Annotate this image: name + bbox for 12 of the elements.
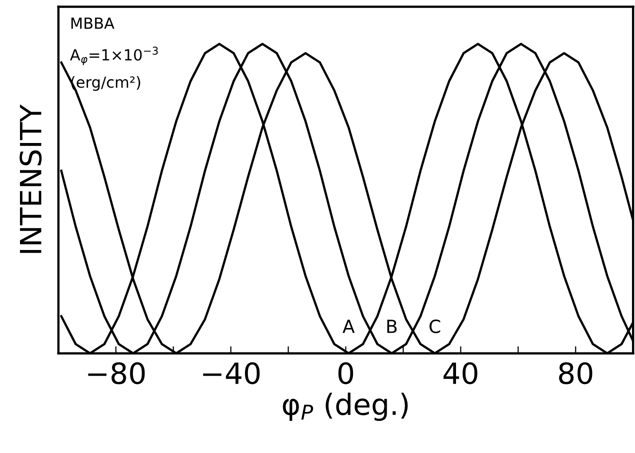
x-axis-title: φ$_{P}$ (deg.) [282, 392, 408, 421]
annotation: B [387, 320, 397, 333]
x-tick-label: 40 [444, 362, 478, 384]
x-tick-label: 0 [338, 362, 354, 384]
annotation: A$_{φ}$=1×10$^{−3}$ [70, 46, 158, 66]
annotation: C [430, 320, 440, 334]
x-tick-label: −80 [88, 362, 145, 384]
x-tick-label: −40 [203, 362, 260, 384]
x-tick-label: 80 [559, 362, 592, 384]
annotation: A [342, 320, 355, 333]
y-axis-title: INTENSITY [20, 104, 42, 253]
text: MBBA [71, 18, 114, 29]
